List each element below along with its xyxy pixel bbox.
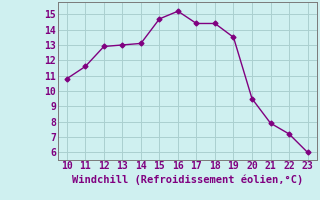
X-axis label: Windchill (Refroidissement éolien,°C): Windchill (Refroidissement éolien,°C): [72, 174, 303, 185]
